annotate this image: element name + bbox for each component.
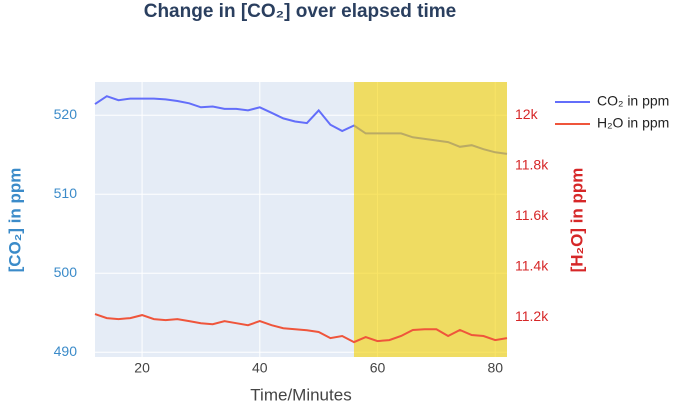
y2-axis-title: [H₂O] in ppm	[567, 168, 586, 273]
highlight-region	[353, 82, 507, 357]
y-axis-title: [CO₂] in ppm	[5, 168, 24, 273]
y2-tick-label: 11.8k	[515, 156, 549, 172]
legend-label: CO₂ in ppm	[597, 93, 669, 109]
x-tick-label: 80	[487, 360, 503, 376]
legend-label: H₂O in ppm	[597, 115, 669, 131]
y-tick-label: 520	[54, 106, 78, 122]
x-tick-label: 60	[370, 360, 386, 376]
x-axis-title: Time/Minutes	[250, 385, 351, 404]
y2-tick-label: 11.4k	[515, 257, 549, 273]
y2-tick-label: 12k	[515, 106, 539, 122]
y-tick-label: 490	[54, 343, 78, 359]
x-tick-label: 40	[252, 360, 268, 376]
y-tick-label: 500	[54, 264, 78, 280]
chart-title: Change in [CO₂] over elapsed time	[144, 1, 457, 22]
x-tick-label: 20	[134, 360, 150, 376]
y2-tick-label: 11.2k	[515, 308, 549, 324]
data-line	[94, 313, 508, 344]
y-tick-label: 510	[54, 185, 78, 201]
y2-tick-label: 11.6k	[515, 207, 549, 223]
